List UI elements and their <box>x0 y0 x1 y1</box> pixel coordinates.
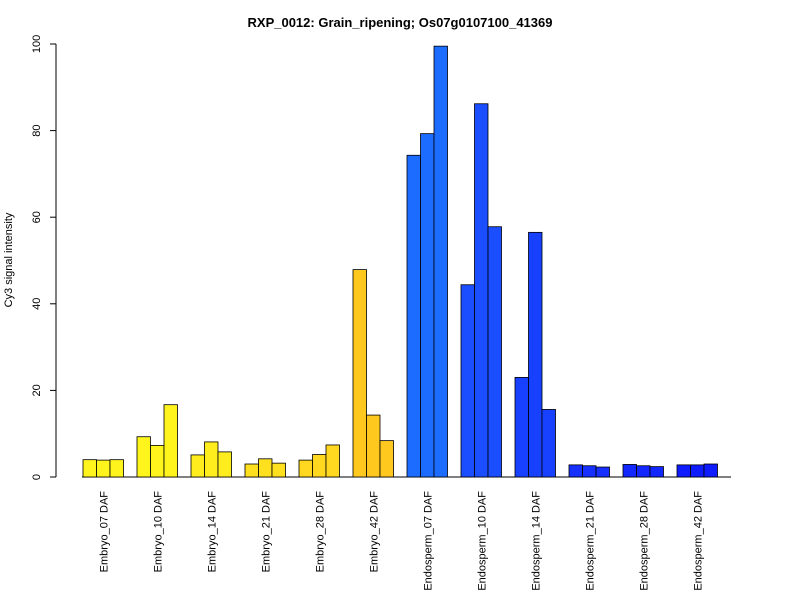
bar <box>541 409 556 478</box>
bars-group <box>82 45 718 478</box>
category-label: Endosperm_42 DAF <box>692 491 704 591</box>
y-axis-label: Cy3 signal intensity <box>3 212 15 307</box>
bar <box>582 465 597 478</box>
chart-title: RXP_0012: Grain_ripening; Os07g0107100_4… <box>248 15 553 30</box>
bar <box>82 459 97 478</box>
bar <box>420 133 435 478</box>
category-label: Embryo_07 DAF <box>98 491 110 573</box>
bar <box>271 462 286 478</box>
y-tick-label: 80 <box>31 124 43 136</box>
bar <box>217 451 232 478</box>
bar <box>595 466 610 478</box>
bar <box>690 464 705 478</box>
bar <box>649 466 664 478</box>
bar <box>379 440 394 478</box>
bar <box>460 284 475 478</box>
bar <box>366 414 381 478</box>
bar <box>298 459 313 478</box>
bar <box>528 231 543 478</box>
bar <box>325 444 340 478</box>
bar <box>352 269 367 478</box>
category-label: Endosperm_14 DAF <box>530 491 542 591</box>
bar <box>406 154 421 478</box>
bar <box>96 459 111 478</box>
bar <box>568 464 583 478</box>
bar <box>163 404 178 478</box>
bar <box>312 454 327 478</box>
category-labels: Embryo_07 DAF Embryo_10 DAF Embryo_14 DAF E… <box>98 491 704 591</box>
category-label: Endosperm_07 DAF <box>422 491 434 591</box>
y-axis: 0 20 40 60 80 100 <box>31 35 731 480</box>
bar <box>676 464 691 478</box>
bar <box>636 465 651 478</box>
category-label: Embryo_28 DAF <box>314 491 326 573</box>
y-tick-label: 20 <box>31 384 43 396</box>
y-tick-label: 0 <box>31 474 43 480</box>
bar <box>258 458 273 478</box>
bar <box>487 226 502 478</box>
category-label: Embryo_14 DAF <box>206 491 218 573</box>
category-label: Embryo_42 DAF <box>368 491 380 573</box>
bar <box>514 377 529 478</box>
bar <box>136 436 151 478</box>
bar <box>190 454 205 478</box>
bar <box>622 464 637 478</box>
y-tick-label: 60 <box>31 211 43 223</box>
y-tick-label: 100 <box>31 35 43 53</box>
category-label: Endosperm_28 DAF <box>638 491 650 591</box>
category-label: Embryo_21 DAF <box>260 491 272 573</box>
category-label: Embryo_10 DAF <box>152 491 164 573</box>
bar <box>204 441 219 478</box>
bar <box>474 103 489 478</box>
bar <box>109 459 124 478</box>
bar <box>433 45 448 478</box>
bar <box>244 463 259 478</box>
y-tick-label: 40 <box>31 298 43 310</box>
category-label: Endosperm_21 DAF <box>584 491 596 591</box>
bar <box>703 463 718 478</box>
bar <box>150 444 165 478</box>
category-label: Endosperm_10 DAF <box>476 491 488 591</box>
